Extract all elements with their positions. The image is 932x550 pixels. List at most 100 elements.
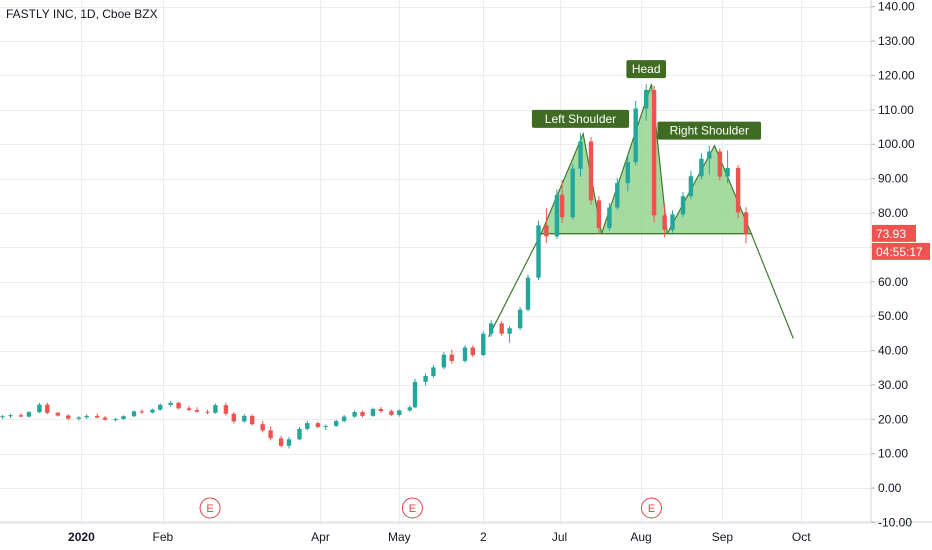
candle[interactable]	[470, 345, 475, 358]
candle[interactable]	[334, 419, 339, 427]
candle[interactable]	[717, 148, 722, 181]
candle[interactable]	[735, 164, 741, 218]
candle[interactable]	[113, 417, 118, 422]
earnings-marker[interactable]: E	[641, 497, 662, 519]
candle-body	[688, 176, 694, 197]
candle[interactable]	[286, 436, 292, 449]
time-axis[interactable]: 2020 Feb Apr May 2 Jul Aug Sep Oct	[68, 530, 811, 544]
candle[interactable]	[8, 413, 13, 418]
candle[interactable]	[615, 177, 620, 210]
candle[interactable]	[662, 204, 667, 238]
candle[interactable]	[0, 414, 5, 419]
candle[interactable]	[499, 321, 504, 337]
candle[interactable]	[176, 401, 181, 410]
candle-body	[158, 404, 163, 410]
candle[interactable]	[297, 426, 302, 441]
candle[interactable]	[278, 435, 284, 448]
candle[interactable]	[525, 274, 531, 312]
candle[interactable]	[168, 400, 173, 407]
candle[interactable]	[481, 331, 486, 357]
candle[interactable]	[431, 365, 436, 378]
candle[interactable]	[570, 163, 575, 220]
y-tick-label: -10.00	[878, 516, 912, 530]
candle[interactable]	[102, 415, 108, 421]
candle[interactable]	[378, 407, 384, 413]
earnings-marker[interactable]: E	[199, 497, 221, 519]
candle[interactable]	[84, 414, 89, 420]
candle[interactable]	[412, 378, 418, 409]
last-price-box	[872, 224, 916, 242]
candle[interactable]	[441, 351, 447, 370]
candle-body	[334, 421, 339, 426]
candle[interactable]	[423, 373, 428, 386]
candle[interactable]	[315, 421, 321, 429]
candle[interactable]	[397, 409, 402, 417]
candlestick-series[interactable]	[0, 84, 749, 449]
candle[interactable]	[489, 320, 494, 337]
candle[interactable]	[18, 413, 24, 418]
candle[interactable]	[66, 414, 71, 420]
candle[interactable]	[725, 150, 730, 184]
candle[interactable]	[158, 403, 163, 411]
candle[interactable]	[670, 210, 675, 233]
candle[interactable]	[644, 84, 649, 121]
candle[interactable]	[250, 414, 255, 426]
candle[interactable]	[139, 409, 145, 414]
candle[interactable]	[150, 408, 155, 414]
candle[interactable]	[76, 416, 81, 421]
candle[interactable]	[407, 405, 412, 412]
candle[interactable]	[223, 402, 229, 416]
candle[interactable]	[323, 424, 328, 431]
candle[interactable]	[131, 410, 137, 418]
earnings-label: E	[206, 503, 213, 515]
candle[interactable]	[260, 421, 265, 433]
candle-body	[481, 333, 486, 355]
candle-body	[205, 411, 210, 413]
candle[interactable]	[578, 133, 583, 177]
candle[interactable]	[680, 192, 686, 218]
candle[interactable]	[121, 415, 126, 420]
candle[interactable]	[517, 306, 523, 330]
candle[interactable]	[389, 409, 394, 417]
candle[interactable]	[559, 180, 565, 223]
candle[interactable]	[186, 405, 192, 412]
candle-body	[559, 194, 565, 218]
candle[interactable]	[554, 189, 560, 239]
candle[interactable]	[633, 100, 638, 166]
candle[interactable]	[213, 403, 218, 414]
candle[interactable]	[95, 413, 100, 419]
candle[interactable]	[462, 345, 468, 363]
candle[interactable]	[625, 154, 630, 192]
candle-body	[352, 412, 357, 417]
candle[interactable]	[544, 207, 549, 243]
candle[interactable]	[231, 412, 236, 424]
candle[interactable]	[305, 420, 310, 431]
candle[interactable]	[205, 409, 210, 415]
candle[interactable]	[26, 411, 32, 418]
candle-body	[717, 151, 722, 177]
earnings-marker[interactable]: E	[401, 497, 423, 519]
candle[interactable]	[352, 410, 357, 418]
candle[interactable]	[507, 325, 512, 343]
candle[interactable]	[360, 410, 365, 418]
candle[interactable]	[45, 402, 50, 415]
candle[interactable]	[607, 203, 612, 231]
candle[interactable]	[707, 145, 712, 175]
candle[interactable]	[588, 137, 594, 205]
candle[interactable]	[268, 426, 273, 441]
candle[interactable]	[55, 411, 60, 417]
candle[interactable]	[688, 170, 694, 199]
candle[interactable]	[341, 414, 347, 423]
candle[interactable]	[651, 85, 657, 223]
candle[interactable]	[449, 349, 454, 364]
candle[interactable]	[242, 414, 247, 423]
candle[interactable]	[37, 402, 42, 414]
candle[interactable]	[596, 196, 602, 235]
candle[interactable]	[699, 153, 704, 180]
candle[interactable]	[743, 207, 749, 244]
candle[interactable]	[536, 220, 541, 281]
candle[interactable]	[194, 407, 200, 413]
candle[interactable]	[370, 407, 376, 417]
